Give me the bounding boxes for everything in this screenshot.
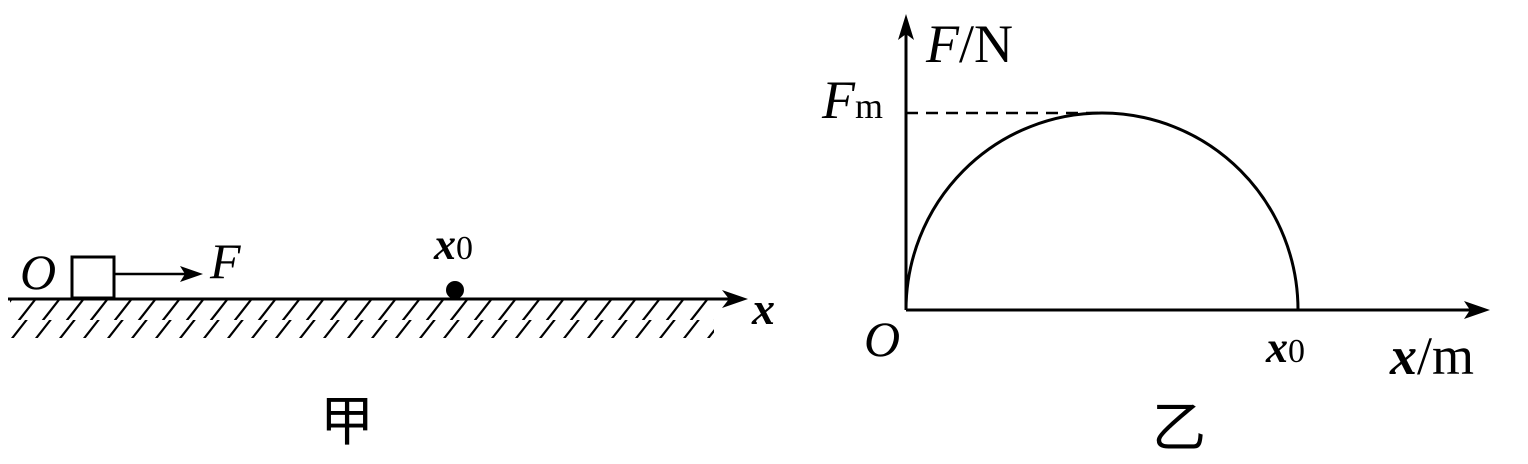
- ground-hatching: [10, 300, 714, 338]
- caption-yi: 乙: [1152, 398, 1206, 458]
- figure-jia: O F x0 x 甲: [8, 220, 775, 452]
- figure-yi: F/N Fm O x0 x/m 乙: [821, 14, 1490, 458]
- y-axis-label-var: F: [925, 14, 960, 74]
- axis-label-x-jia: x: [751, 283, 775, 334]
- force-curve: [904, 111, 1300, 311]
- x-axis-label-var: x: [1389, 326, 1417, 386]
- y-axis-label-unit: /N: [959, 14, 1013, 74]
- fm-label-sub: m: [855, 86, 883, 126]
- axis-arrowhead-icon: [722, 290, 748, 308]
- x0-label-main: x: [1265, 323, 1288, 372]
- force-label: F: [209, 233, 241, 289]
- y-axis-label: F/N: [925, 14, 1013, 74]
- caption-jia: 甲: [320, 392, 374, 452]
- x0-label-sub: 0: [1288, 333, 1305, 370]
- y-axis-arrowhead-icon: [898, 14, 914, 40]
- x-axis-arrowhead-icon: [1464, 301, 1490, 319]
- fm-label-main: F: [821, 70, 856, 130]
- origin-label-yi: O: [864, 311, 900, 367]
- point-label-sub: 0: [456, 230, 473, 267]
- point-x0-dot: [446, 281, 464, 299]
- x-axis-label: x/m: [1389, 326, 1474, 386]
- block: [70, 255, 116, 300]
- fm-label: Fm: [821, 70, 883, 130]
- x-axis-label-unit: /m: [1417, 326, 1474, 386]
- point-label-main: x: [433, 220, 456, 269]
- force-arrowhead-icon: [180, 266, 203, 282]
- x0-label: x0: [1265, 323, 1305, 372]
- point-label-x0: x0: [433, 220, 473, 269]
- origin-label-jia: O: [20, 244, 56, 300]
